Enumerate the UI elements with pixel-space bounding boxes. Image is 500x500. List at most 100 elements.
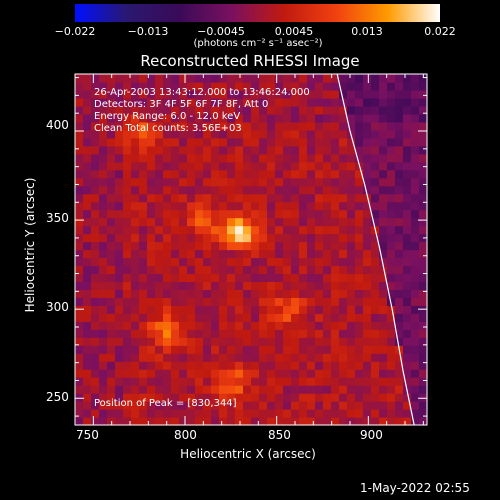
heatmap-cell	[259, 105, 268, 115]
heatmap-cell	[123, 265, 132, 275]
heatmap-cell	[307, 233, 316, 243]
heatmap-cell	[227, 201, 236, 211]
heatmap-cell	[339, 393, 348, 402]
heatmap-cell	[331, 377, 340, 386]
heatmap-cell	[171, 177, 180, 187]
heatmap-cell	[307, 409, 316, 418]
heatmap-cell	[299, 209, 308, 219]
heatmap-cell	[323, 385, 332, 394]
heatmap-cell	[267, 81, 276, 91]
heatmap-cell	[251, 353, 260, 362]
heatmap-cell	[139, 217, 148, 227]
heatmap-cell	[371, 305, 380, 314]
heatmap-cell	[115, 385, 124, 394]
heatmap-cell	[315, 297, 324, 306]
heatmap-cell	[203, 153, 212, 163]
heatmap-cell	[403, 401, 412, 410]
heatmap-cell	[355, 265, 364, 275]
heatmap-cell	[219, 297, 228, 306]
heatmap-cell	[123, 369, 132, 378]
heatmap-cell	[363, 161, 372, 171]
heatmap-cell	[187, 153, 196, 163]
heatmap-cell	[75, 353, 84, 362]
heatmap-cell	[363, 185, 372, 195]
heatmap-cell	[171, 241, 180, 251]
heatmap-cell	[323, 321, 332, 330]
heatmap-cell	[403, 273, 412, 283]
heatmap-cell	[171, 249, 180, 259]
heatmap-cell	[331, 337, 340, 346]
heatmap-cell	[323, 153, 332, 163]
heatmap-cell	[179, 89, 188, 99]
heatmap-cell	[131, 209, 140, 219]
heatmap-cell	[107, 217, 116, 227]
heatmap-cell	[363, 401, 372, 410]
heatmap-cell	[275, 273, 284, 283]
heatmap-cell	[355, 417, 364, 426]
heatmap-cell	[75, 401, 84, 410]
heatmap-cell	[211, 129, 220, 139]
heatmap-cell	[123, 89, 132, 99]
heatmap-cell	[259, 305, 268, 314]
heatmap-cell	[355, 74, 364, 83]
heatmap-cell	[91, 329, 100, 338]
heatmap-cell	[123, 313, 132, 322]
heatmap-cell	[139, 369, 148, 378]
heatmap-cell	[379, 217, 388, 227]
heatmap-cell	[363, 377, 372, 386]
heatmap-cell	[387, 185, 396, 195]
heatmap-cell	[283, 97, 292, 107]
heatmap-cell	[99, 137, 108, 147]
heatmap-cell	[195, 129, 204, 139]
heatmap-cell	[331, 161, 340, 171]
heatmap-cell	[163, 289, 172, 298]
heatmap-cell	[283, 369, 292, 378]
heatmap-cell	[243, 129, 252, 139]
heatmap-cell	[259, 153, 268, 163]
heatmap-cell	[235, 249, 244, 259]
heatmap-cell	[187, 145, 196, 155]
heatmap-cell	[283, 321, 292, 330]
heatmap-cell	[379, 409, 388, 418]
heatmap-cell	[195, 161, 204, 171]
heatmap-cell	[203, 345, 212, 354]
heatmap-cell	[419, 321, 428, 330]
heatmap-cell	[187, 137, 196, 147]
heatmap-cell	[267, 273, 276, 283]
heatmap-cell	[91, 74, 100, 83]
heatmap-cell	[251, 145, 260, 155]
heatmap-cell	[171, 257, 180, 267]
heatmap-cell	[267, 209, 276, 219]
heatmap-cell	[179, 74, 188, 83]
heatmap-cell	[251, 361, 260, 370]
heatmap-cell	[227, 409, 236, 418]
heatmap-cell	[419, 249, 428, 259]
heatmap-cell	[299, 193, 308, 203]
heatmap-cell	[355, 217, 364, 227]
heatmap-cell	[179, 249, 188, 259]
heatmap-cell	[123, 273, 132, 283]
heatmap-cell	[219, 74, 228, 83]
heatmap-cell	[323, 97, 332, 107]
heatmap-cell	[307, 241, 316, 251]
heatmap-cell	[395, 361, 404, 370]
heatmap-cell	[115, 105, 124, 115]
heatmap-cell	[363, 353, 372, 362]
heatmap-cell	[83, 257, 92, 267]
heatmap-cell	[347, 257, 356, 267]
heatmap-cell	[387, 121, 396, 131]
peak-position-annotation: Position of Peak = [830,344]	[94, 398, 237, 409]
heatmap-cell	[251, 409, 260, 418]
heatmap-cell	[163, 81, 172, 91]
heatmap-cell	[379, 401, 388, 410]
heatmap-cell	[155, 177, 164, 187]
heatmap-cell	[243, 273, 252, 283]
heatmap-cell	[131, 129, 140, 139]
heatmap-cell	[331, 417, 340, 426]
heatmap-cell	[355, 105, 364, 115]
heatmap-cell	[355, 257, 364, 267]
heatmap-cell	[331, 105, 340, 115]
heatmap-cell	[355, 377, 364, 386]
heatmap-cell	[131, 377, 140, 386]
heatmap-cell	[131, 105, 140, 115]
